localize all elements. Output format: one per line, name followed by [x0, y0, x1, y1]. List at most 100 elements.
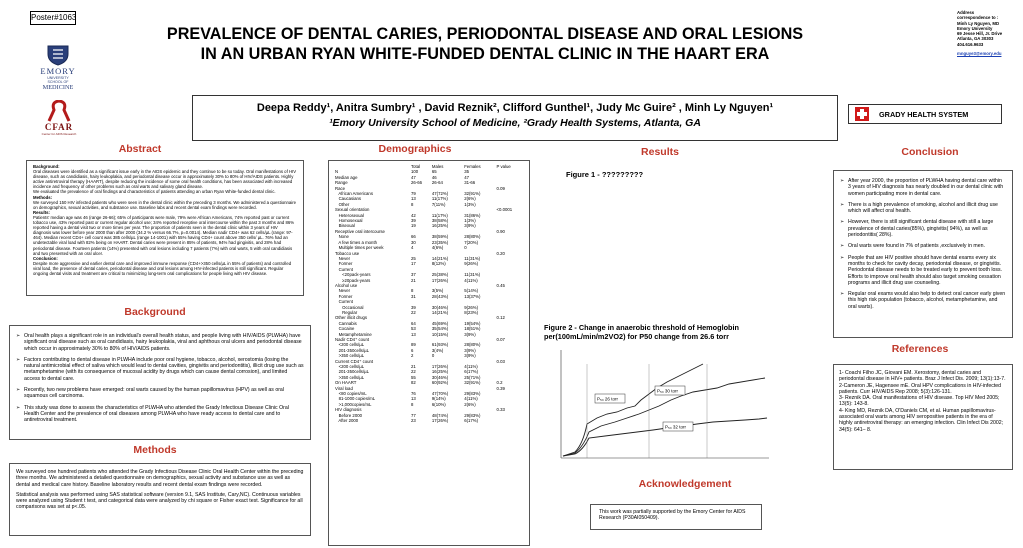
table-cell: 19(54%)	[464, 320, 481, 326]
table-cell: 18(51%)	[464, 326, 481, 332]
curve-label-2: P₅₀ 30 torr	[657, 389, 678, 394]
table-cell: 2	[411, 353, 414, 359]
table-cell: 28(80%)	[464, 234, 481, 240]
table-row: 201-350cells/µL 22 16(25%) 6(17%)	[334, 369, 524, 374]
table-cell: 64	[411, 320, 416, 326]
table-cell: 8(23%)	[464, 309, 479, 315]
list-item: People that are HIV positive should have…	[840, 255, 1006, 286]
figure-1-area	[546, 182, 772, 322]
table-cell: 21	[411, 277, 416, 283]
table-cell: <0.0001	[496, 207, 513, 213]
table-cell: Current	[335, 266, 353, 272]
table-cell: 39	[411, 304, 416, 310]
table-cell: 82	[411, 380, 416, 386]
table-cell: 9(14%)	[431, 396, 446, 402]
abstract-background-head: Background:	[33, 164, 60, 169]
table-row: Race 0.09	[334, 186, 524, 191]
table-cell: 0.20	[496, 250, 505, 256]
cfar-logo-text: CFAR	[44, 122, 74, 132]
table-cell: >1,000copies/mL	[335, 401, 372, 407]
table-row: Former 31 28(43%) 13(37%)	[334, 294, 524, 299]
table-cell: 11(17%)	[431, 212, 448, 218]
background-box: Oral health plays a significant role in …	[9, 325, 311, 440]
table-cell: 89	[411, 342, 416, 348]
table-cell: 4(11%)	[464, 396, 478, 402]
curve-p50-26	[562, 363, 704, 457]
table-cell: 31-66	[464, 180, 476, 186]
address-email[interactable]: mnguye3@emory.edu	[957, 51, 1002, 57]
conclusion-box: After year 2000, the proportion of PLWHA…	[833, 170, 1013, 338]
table-cell: 81-1000 copies/mL	[335, 396, 376, 402]
table-cell: 4(6%)	[431, 245, 444, 251]
table-cell: 32(91%)	[464, 380, 481, 386]
table-row: After 2000 23 17(26%) 6(17%)	[334, 418, 524, 423]
table-cell: 55	[411, 374, 416, 380]
address-line: Atlanta, GA 30303	[957, 36, 994, 42]
table-cell: 6(17%)	[464, 418, 479, 424]
curve-label-3: P₅₀ 32 torr	[665, 425, 686, 430]
table-cell: Nadir CD4⁺ count	[335, 337, 370, 342]
list-item: Factors contributing to dental disease i…	[16, 357, 304, 382]
list-item: Recently, two new problems have emerged:…	[16, 387, 304, 400]
table-cell: 39	[411, 218, 416, 224]
table-cell: 7(20%)	[464, 239, 479, 245]
table-row: Former 17 8(12%) 9(26%)	[334, 261, 524, 266]
table-row: Range 26-66 26-64 31-66	[334, 180, 524, 185]
emory-logo-text-3: SCHOOL OF	[47, 80, 69, 84]
list-item: However, there is still significant dent…	[840, 219, 1006, 238]
list-item: Oral health plays a significant role in …	[16, 333, 304, 352]
table-row: Heterosexual 42 11(17%) 31(86%)	[334, 213, 524, 218]
table-row: >1,000copies/mL 8 6(10%) 2(6%)	[334, 402, 524, 407]
table-cell: 47(70%)	[431, 391, 449, 397]
table-cell: <80 copies/mL	[335, 391, 367, 397]
table-row: HIV diagnosis 0.33	[334, 407, 524, 412]
table-cell: 13	[411, 396, 416, 402]
table-cell: 46	[431, 174, 437, 180]
table-cell: On HAART	[335, 380, 357, 386]
table-row: Tobacco use 0.20	[334, 251, 524, 256]
table-cell: Race	[335, 185, 346, 191]
table-cell: 25(71%)	[464, 374, 481, 380]
table-cell: Homosexual	[335, 218, 363, 224]
table-row: Regular 22 14(21%) 8(23%)	[334, 310, 524, 315]
table-cell: Cannabis	[335, 320, 357, 326]
abstract-box: Background: Oral diseases were identifie…	[26, 160, 304, 296]
table-cell: 11(31%)	[464, 272, 481, 278]
table-cell: Before 2000	[335, 412, 362, 418]
table-cell: After 2000	[335, 418, 359, 424]
curve-p50-30	[562, 377, 766, 457]
cfar-logo-subtext: Center for AIDS Research	[41, 132, 77, 136]
table-cell: 201-350cells/µL	[335, 347, 370, 353]
abstract-results-head: Results:	[33, 209, 50, 215]
label-box	[662, 421, 694, 432]
table-row: <200 cells/µL 89 61(93%) 28(80%)	[334, 342, 524, 347]
table-cell: 29(83%)	[464, 412, 481, 418]
table-row: Homosexual 39 38(58%) 1(3%)	[334, 218, 524, 223]
methods-text-2: Statistical analysis was performed using…	[16, 491, 303, 511]
list-item: There is a high prevalence of smoking, a…	[840, 202, 1006, 215]
conclusion-list: After year 2000, the proportion of PLWHA…	[840, 178, 1006, 310]
table-cell	[495, 418, 524, 423]
abstract-methods-text: We surveyed 150 HIV infected patients wh…	[33, 199, 297, 210]
table-cell: Median age	[335, 174, 358, 180]
table-cell: 66	[411, 234, 416, 240]
table-cell: 48(74%)	[431, 412, 449, 418]
table-cell: 13(37%)	[464, 293, 481, 299]
table-cell: Heterosexual	[335, 212, 364, 218]
table-cell: 19	[411, 223, 416, 229]
methods-box: We surveyed one hundred patients who att…	[9, 463, 311, 536]
abstract-methods-head: Methods:	[33, 194, 53, 200]
table-cell: 8	[411, 201, 414, 207]
table-cell: 4(11%)	[464, 277, 478, 283]
table-cell: Sexual orientation	[335, 207, 370, 213]
table-cell: 0.33	[496, 407, 505, 413]
list-item: Regular oral exams would also help to de…	[840, 291, 1006, 310]
abstract-conclusion-text: Despite more aggressive and earlier dent…	[33, 260, 292, 276]
table-cell: 28(43%)	[431, 293, 449, 299]
table-row: Other 8 7(11%) 1(3%)	[334, 202, 524, 207]
address-line: correspondence to :	[957, 15, 999, 21]
table-cell: Current CD4⁺ count	[335, 358, 374, 364]
table-cell: 16(25%)	[431, 369, 449, 375]
table-cell: 30	[411, 239, 416, 245]
address-line: 404.616.9633	[957, 41, 984, 47]
